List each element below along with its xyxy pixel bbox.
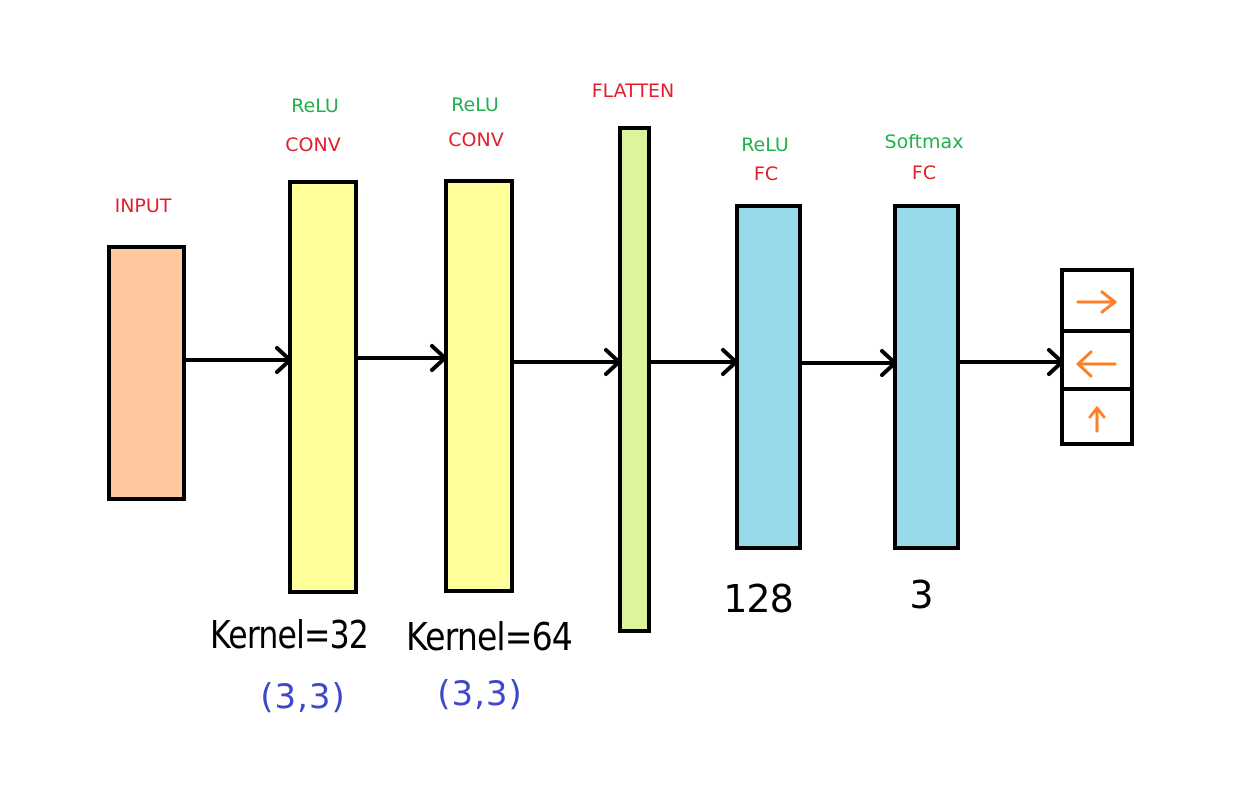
- fc2-activation-label: Softmax: [885, 131, 964, 153]
- fc1-units-annotation: 128: [723, 577, 793, 621]
- flatten-label: FLATTEN: [592, 80, 675, 102]
- conv2-kernel-annotation: Kernel=64: [406, 615, 572, 659]
- flatten-layer-block: [618, 126, 651, 633]
- arrow-flatten-to-fc1: [647, 348, 738, 376]
- input-layer-block: [107, 245, 186, 501]
- input-label: INPUT: [115, 195, 172, 217]
- fc1-activation-label: ReLU: [741, 134, 789, 156]
- fc1-layer-block: [735, 204, 802, 550]
- conv1-activation-label: ReLU: [291, 95, 339, 117]
- arrow-conv1-to-conv2: [354, 344, 447, 372]
- arrow-input-to-conv1: [182, 346, 292, 374]
- conv2-activation-label: ReLU: [451, 94, 499, 116]
- conv1-type-label: CONV: [285, 134, 340, 156]
- conv2-layer-block: [444, 179, 514, 593]
- arrow-fc2-to-output: [956, 348, 1064, 376]
- up-arrow-icon: [1088, 406, 1106, 433]
- conv2-type-label: CONV: [448, 129, 503, 151]
- fc2-units-annotation: 3: [909, 573, 932, 617]
- conv1-kernel-size-annotation: (3,3): [260, 677, 346, 717]
- conv2-kernel-size-annotation: (3,3): [437, 674, 523, 714]
- conv1-kernel-annotation: Kernel=32: [210, 613, 368, 657]
- arrow-conv2-to-flatten: [510, 348, 621, 376]
- output-actions-box: [1060, 268, 1134, 446]
- right-arrow-icon: [1076, 290, 1117, 314]
- fc2-layer-block: [893, 204, 960, 550]
- conv1-layer-block: [288, 180, 358, 594]
- arrow-fc1-to-fc2: [798, 349, 897, 377]
- fc2-type-label: FC: [912, 162, 936, 184]
- left-arrow-icon: [1076, 350, 1117, 378]
- fc1-type-label: FC: [754, 163, 778, 185]
